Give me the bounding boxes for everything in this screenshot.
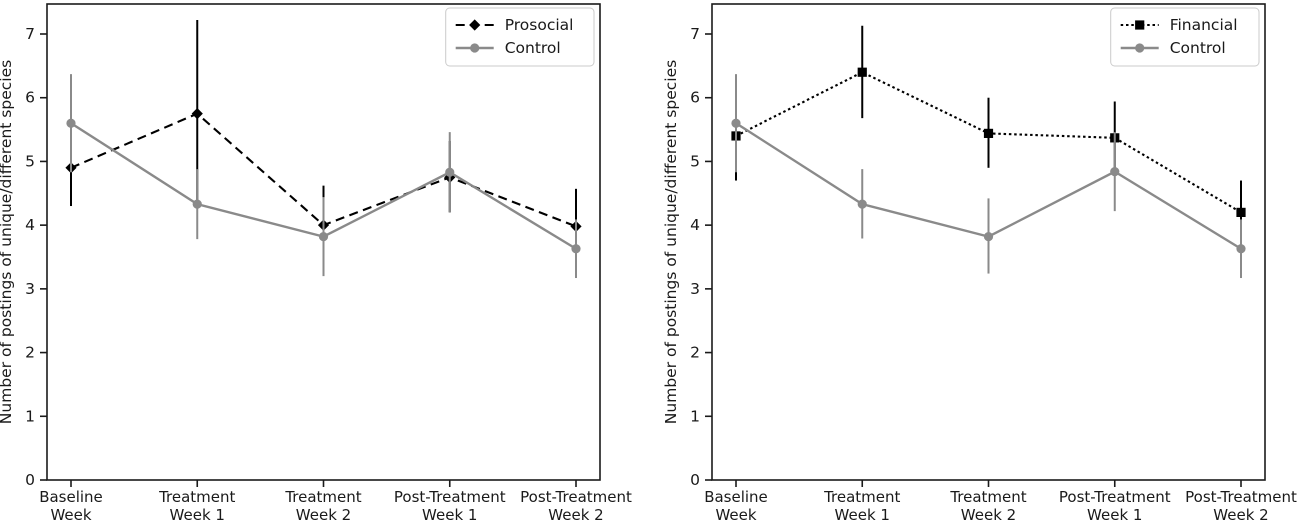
- y-tick-label: 0: [25, 471, 35, 489]
- legend-label-control: Control: [1170, 39, 1226, 57]
- y-tick-label: 3: [690, 280, 700, 298]
- x-tick-label: Post-Treatment Week 1: [1059, 488, 1171, 522]
- legend-box: [445, 7, 595, 67]
- y-tick-label: 1: [25, 407, 35, 425]
- y-tick-label: 2: [25, 344, 35, 362]
- y-tick-label: 6: [25, 89, 35, 107]
- y-tick-label: 2: [690, 344, 700, 362]
- x-tick-label: Treatment Week 2: [284, 488, 361, 522]
- legend: Financial Control: [1110, 7, 1260, 67]
- y-tick-label: 4: [25, 216, 35, 234]
- x-tick-label: Post-Treatment Week 2: [520, 488, 632, 522]
- y-tick-label: 7: [690, 25, 700, 43]
- legend: Prosocial Control: [445, 7, 595, 67]
- y-tick-label: 1: [690, 407, 700, 425]
- series-control: [66, 118, 581, 254]
- legend-label-financial: Financial: [1170, 16, 1238, 34]
- y-tick-label: 0: [690, 471, 700, 489]
- error-bars-control: [70, 74, 577, 279]
- x-tick-label: Treatment Week 1: [158, 488, 235, 522]
- y-axis: 0 1 2 3 4 5 6 7: [690, 25, 712, 489]
- y-tick-label: 6: [690, 89, 700, 107]
- y-tick-label: 4: [690, 216, 700, 234]
- financial-chart-panel: 0 1 2 3 4 5 6 7 Baseline Week Treatment Week 1 Treat…: [650, 0, 1299, 522]
- x-tick-label: Post-Treatment Week 2: [1185, 488, 1297, 522]
- y-axis-title: Number of postings of unique/different s…: [662, 60, 680, 424]
- prosocial-chart-panel: 0 1 2 3 4 5 6 7 Baseline Week Treatment Week 1 Treat…: [0, 3, 632, 522]
- y-tick-label: 5: [690, 152, 700, 170]
- series-control: [731, 118, 1246, 254]
- y-tick-label: 5: [25, 152, 35, 170]
- x-tick-label: Treatment Week 1: [823, 488, 900, 522]
- x-tick-label: Post-Treatment Week 1: [394, 488, 506, 522]
- y-axis-title: Number of postings of unique/different s…: [0, 60, 15, 424]
- legend-box: [1110, 7, 1260, 67]
- prosocial-vs-control-chart: 0 1 2 3 4 5 6 7 Baseline Week Treatment Week 1 Treat…: [0, 3, 632, 522]
- x-tick-label: Baseline Week: [704, 488, 768, 522]
- y-tick-label: 3: [25, 280, 35, 298]
- y-axis: 0 1 2 3 4 5 6 7: [25, 25, 47, 489]
- x-tick-label: Treatment Week 2: [949, 488, 1026, 522]
- legend-label-prosocial: Prosocial: [505, 16, 574, 34]
- x-axis: Baseline Week Treatment Week 1 Treatment Week…: [704, 480, 1297, 522]
- y-tick-label: 7: [25, 25, 35, 43]
- legend-label-control: Control: [505, 39, 561, 57]
- x-axis: Baseline Week Treatment Week 1 Treatment Week…: [39, 480, 632, 522]
- financial-vs-control-chart: 0 1 2 3 4 5 6 7 Baseline Week Treatment Week 1 Treat…: [662, 3, 1297, 522]
- x-tick-label: Baseline Week: [39, 488, 103, 522]
